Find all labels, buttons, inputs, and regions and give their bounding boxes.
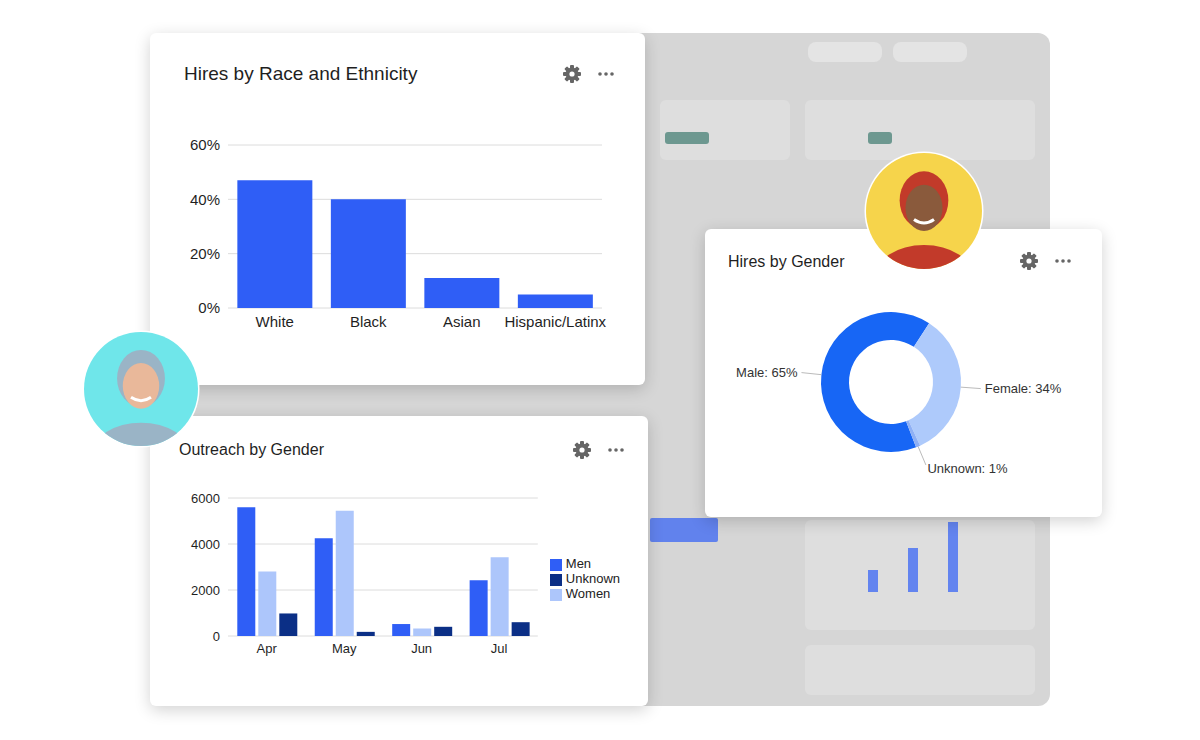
svg-text:Asian: Asian [443,313,481,330]
html-text:Outreach by Gender: Outreach by Gender [179,441,324,458]
svg-text:0: 0 [213,629,220,644]
svg-text:0%: 0% [198,299,220,316]
html-text:Hires by Gender: Hires by Gender [728,253,845,270]
svg-text:Hispanic/Latinx: Hispanic/Latinx [504,313,606,330]
html-text:Unknown: Unknown [565,571,620,586]
svg-text:Apr: Apr [257,641,278,656]
svg-text:40%: 40% [190,191,220,208]
svg-text:2000: 2000 [191,583,220,598]
svg-text:60%: 60% [190,136,220,153]
svg-text:Jun: Jun [411,641,432,656]
svg-text:20%: 20% [190,245,220,262]
svg-text:4000: 4000 [191,537,220,552]
svg-text:May: May [332,641,357,656]
svg-text:6000: 6000 [191,491,220,506]
svg-text:Black: Black [350,313,387,330]
svg-text:Female: 34%: Female: 34% [985,381,1062,396]
html-text:Men: Men [565,556,592,571]
svg-text:Male: 65%: Male: 65% [736,365,798,380]
html-text:Hires by Race and Ethnicity: Hires by Race and Ethnicity [184,63,418,84]
svg-text:Unknown: 1%: Unknown: 1% [927,461,1008,476]
svg-text:White: White [256,313,294,330]
html-text:Women: Women [565,586,611,601]
svg-text:Jul: Jul [491,641,508,656]
